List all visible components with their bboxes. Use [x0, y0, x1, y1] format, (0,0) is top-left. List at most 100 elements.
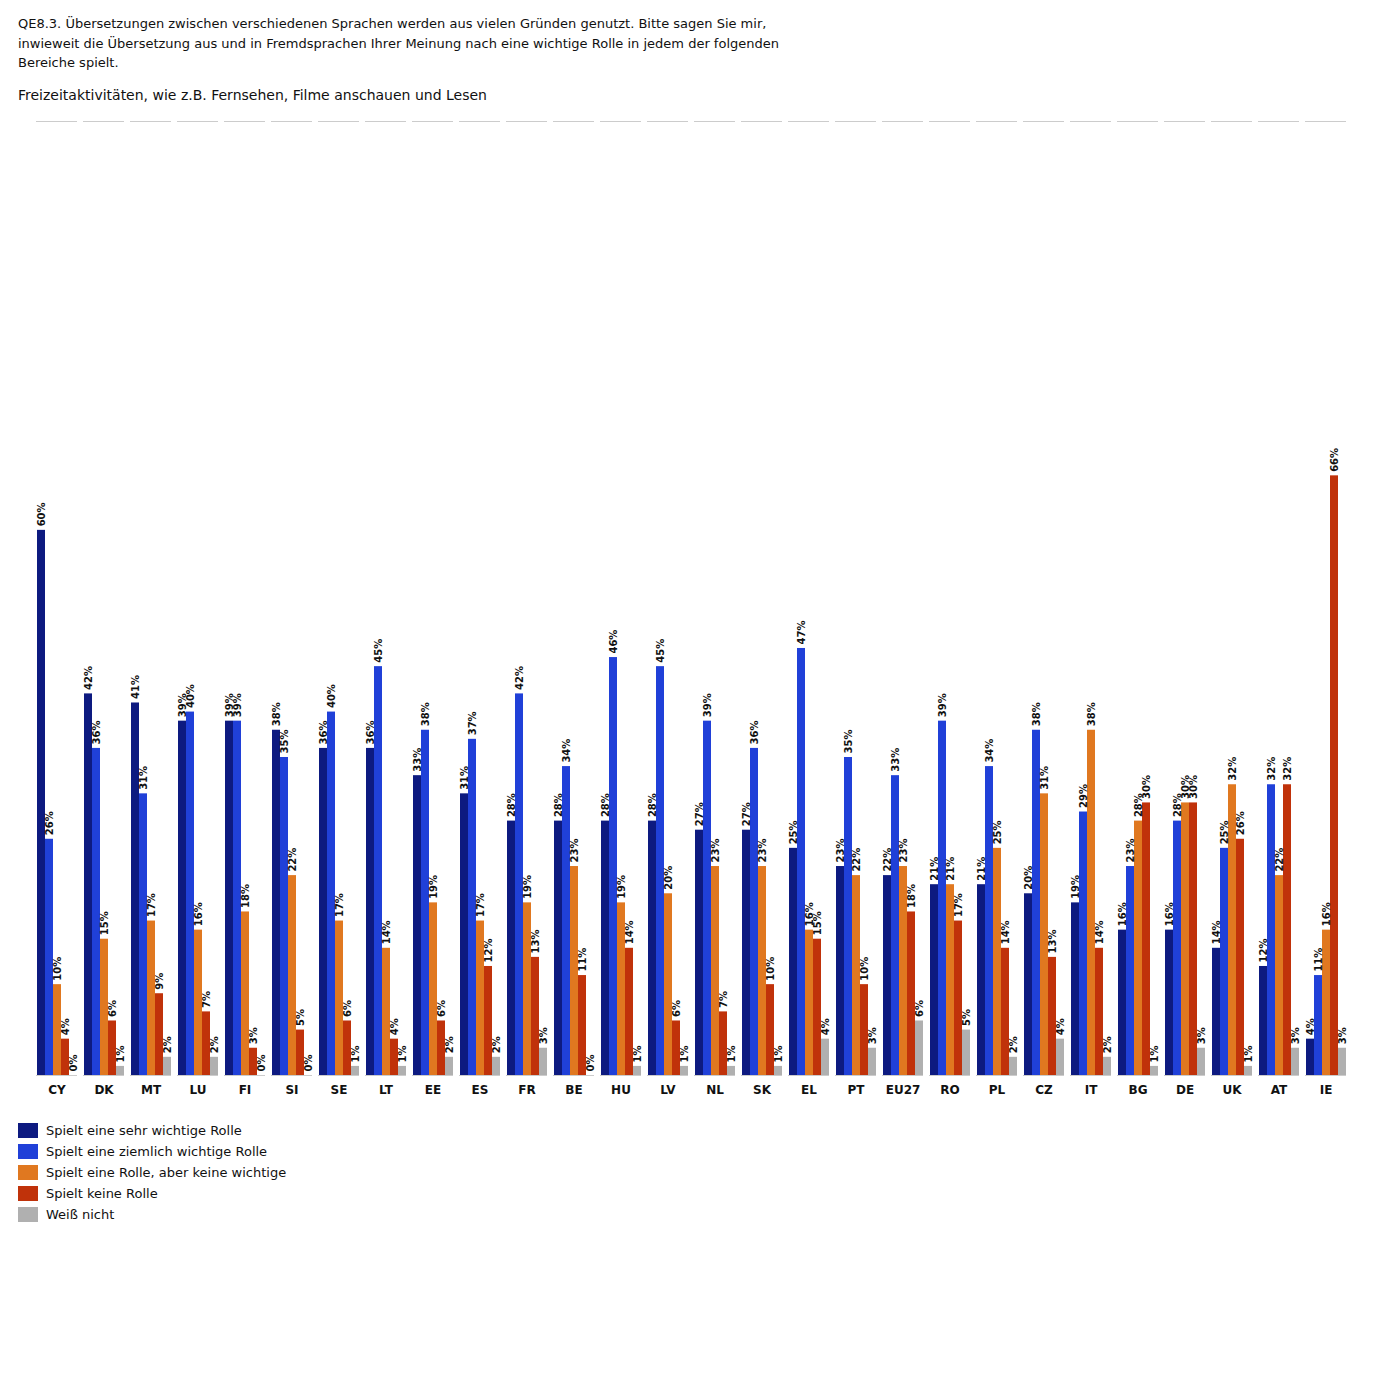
svg-text:0%: 0%	[303, 1054, 314, 1071]
svg-text:AT: AT	[1271, 1083, 1288, 1097]
svg-text:4%: 4%	[389, 1018, 400, 1035]
svg-text:UK: UK	[1222, 1083, 1242, 1097]
svg-text:30%: 30%	[1141, 774, 1152, 798]
svg-text:4%: 4%	[1055, 1018, 1066, 1035]
svg-text:2%: 2%	[209, 1036, 220, 1053]
svg-text:34%: 34%	[984, 738, 995, 762]
svg-text:21%: 21%	[976, 856, 987, 880]
svg-text:14%: 14%	[1094, 920, 1105, 944]
svg-text:20%: 20%	[1023, 865, 1034, 889]
svg-text:1%: 1%	[350, 1045, 361, 1062]
svg-text:42%: 42%	[83, 665, 94, 689]
svg-text:39%: 39%	[937, 693, 948, 717]
svg-text:25%: 25%	[788, 820, 799, 844]
svg-text:FR: FR	[518, 1083, 535, 1097]
svg-text:1%: 1%	[679, 1045, 690, 1062]
svg-text:EL: EL	[801, 1083, 817, 1097]
svg-text:EE: EE	[425, 1083, 441, 1097]
svg-text:23%: 23%	[757, 838, 768, 862]
svg-text:23%: 23%	[569, 838, 580, 862]
svg-text:17%: 17%	[475, 893, 486, 917]
svg-text:35%: 35%	[279, 729, 290, 753]
svg-text:NL: NL	[706, 1083, 724, 1097]
svg-text:PT: PT	[848, 1083, 866, 1097]
svg-text:4%: 4%	[1305, 1018, 1316, 1035]
svg-text:4%: 4%	[820, 1018, 831, 1035]
svg-text:40%: 40%	[185, 684, 196, 708]
svg-text:IE: IE	[1320, 1083, 1333, 1097]
svg-text:40%: 40%	[326, 684, 337, 708]
svg-text:3%: 3%	[538, 1027, 549, 1044]
svg-text:33%: 33%	[412, 747, 423, 771]
svg-text:BE: BE	[565, 1083, 582, 1097]
svg-text:21%: 21%	[945, 856, 956, 880]
svg-text:14%: 14%	[1000, 920, 1011, 944]
svg-text:45%: 45%	[373, 638, 384, 662]
svg-text:10%: 10%	[859, 956, 870, 980]
svg-text:19%: 19%	[522, 874, 533, 898]
svg-text:1%: 1%	[773, 1045, 784, 1062]
svg-text:32%: 32%	[1227, 756, 1238, 780]
svg-text:36%: 36%	[365, 720, 376, 744]
svg-text:42%: 42%	[514, 665, 525, 689]
svg-text:15%: 15%	[812, 911, 823, 935]
svg-text:23%: 23%	[898, 838, 909, 862]
svg-text:14%: 14%	[1211, 920, 1222, 944]
svg-text:3%: 3%	[1290, 1027, 1301, 1044]
svg-text:30%: 30%	[1188, 774, 1199, 798]
svg-text:27%: 27%	[694, 802, 705, 826]
svg-text:29%: 29%	[1078, 784, 1089, 808]
svg-text:26%: 26%	[44, 811, 55, 835]
svg-text:6%: 6%	[342, 1000, 353, 1017]
svg-text:FI: FI	[239, 1083, 252, 1097]
svg-text:16%: 16%	[193, 902, 204, 926]
svg-text:7%: 7%	[718, 990, 729, 1007]
svg-text:25%: 25%	[1219, 820, 1230, 844]
svg-text:5%: 5%	[961, 1009, 972, 1026]
svg-text:31%: 31%	[138, 765, 149, 789]
svg-text:DE: DE	[1176, 1083, 1194, 1097]
svg-text:36%: 36%	[749, 720, 760, 744]
svg-text:0%: 0%	[68, 1054, 79, 1071]
svg-text:6%: 6%	[914, 1000, 925, 1017]
svg-text:12%: 12%	[1258, 938, 1269, 962]
svg-text:5%: 5%	[295, 1009, 306, 1026]
svg-text:10%: 10%	[52, 956, 63, 980]
svg-text:17%: 17%	[953, 893, 964, 917]
svg-text:1%: 1%	[726, 1045, 737, 1062]
svg-text:36%: 36%	[91, 720, 102, 744]
svg-text:22%: 22%	[882, 847, 893, 871]
svg-text:3%: 3%	[1196, 1027, 1207, 1044]
svg-text:15%: 15%	[99, 911, 110, 935]
svg-text:6%: 6%	[671, 1000, 682, 1017]
svg-text:13%: 13%	[1047, 929, 1058, 953]
svg-text:CY: CY	[48, 1083, 66, 1097]
svg-text:23%: 23%	[1125, 838, 1136, 862]
svg-text:HU: HU	[611, 1083, 631, 1097]
svg-text:31%: 31%	[1039, 765, 1050, 789]
svg-text:38%: 38%	[271, 702, 282, 726]
svg-text:13%: 13%	[530, 929, 541, 953]
svg-text:PL: PL	[989, 1083, 1006, 1097]
svg-text:16%: 16%	[1321, 902, 1332, 926]
svg-text:23%: 23%	[835, 838, 846, 862]
svg-text:LV: LV	[660, 1083, 676, 1097]
svg-text:28%: 28%	[506, 793, 517, 817]
svg-text:LT: LT	[379, 1083, 394, 1097]
svg-text:28%: 28%	[553, 793, 564, 817]
svg-text:38%: 38%	[420, 702, 431, 726]
svg-text:2%: 2%	[1102, 1036, 1113, 1053]
svg-text:34%: 34%	[561, 738, 572, 762]
svg-text:11%: 11%	[1313, 947, 1324, 971]
svg-text:10%: 10%	[765, 956, 776, 980]
svg-text:11%: 11%	[577, 947, 588, 971]
svg-text:22%: 22%	[851, 847, 862, 871]
svg-text:CZ: CZ	[1035, 1083, 1053, 1097]
svg-text:7%: 7%	[201, 990, 212, 1007]
svg-text:38%: 38%	[1086, 702, 1097, 726]
svg-text:14%: 14%	[624, 920, 635, 944]
svg-text:1%: 1%	[1243, 1045, 1254, 1062]
svg-text:21%: 21%	[929, 856, 940, 880]
svg-text:SI: SI	[285, 1083, 298, 1097]
svg-text:RO: RO	[940, 1083, 959, 1097]
